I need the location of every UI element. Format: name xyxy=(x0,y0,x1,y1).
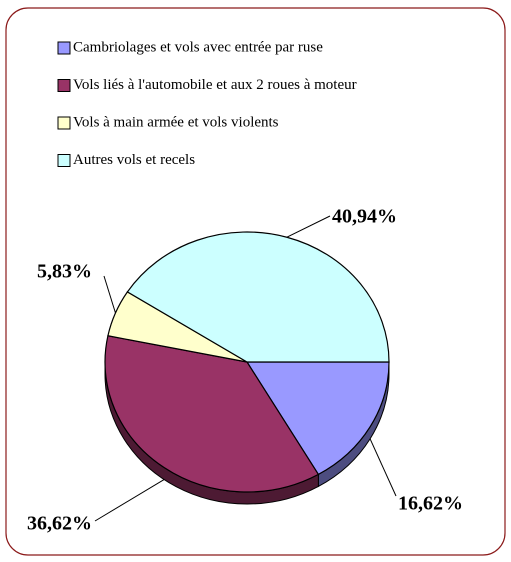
data-label: 5,83% xyxy=(37,261,92,283)
legend-swatch xyxy=(57,41,71,55)
legend-label: Vols à main armée et vols violents xyxy=(73,114,279,130)
legend-label: Cambriolages et vols avec entrée par rus… xyxy=(73,39,323,55)
data-label: 40,94% xyxy=(332,206,397,228)
legend-label: Autres vols et recels xyxy=(73,152,195,168)
pie-slice xyxy=(126,231,390,363)
data-label: 16,62% xyxy=(398,493,463,515)
legend-swatch xyxy=(57,79,71,92)
leader-line xyxy=(369,438,397,497)
leader-line xyxy=(94,479,165,522)
leader-line xyxy=(103,275,116,314)
pie-slice xyxy=(104,335,320,493)
pie-slice xyxy=(245,361,390,476)
leader-line xyxy=(286,215,331,238)
legend-swatch xyxy=(57,116,71,130)
legend-label: Vols liés à l'automobile et aux 2 roues … xyxy=(73,77,357,93)
legend-swatch xyxy=(57,154,71,167)
data-label: 36,62% xyxy=(27,513,92,535)
